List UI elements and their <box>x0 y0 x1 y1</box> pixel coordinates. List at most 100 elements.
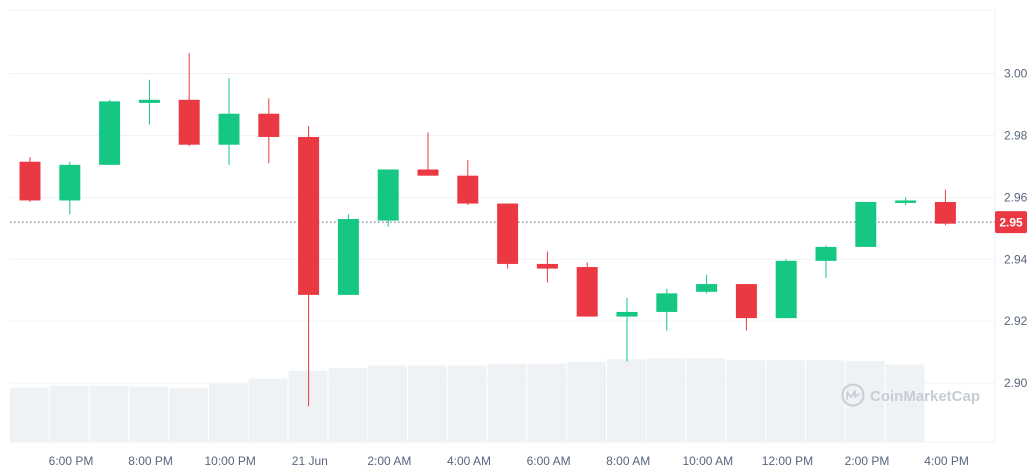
volume-bar <box>567 361 606 442</box>
candle <box>855 202 877 247</box>
current-price-badge-bg <box>995 211 1027 234</box>
volume-bar <box>10 387 49 442</box>
candle <box>735 284 757 331</box>
candle-body <box>895 200 917 203</box>
coinmarketcap-logo-mark <box>846 390 860 400</box>
volume-bar <box>49 385 89 442</box>
candle-body <box>696 284 718 292</box>
candle <box>497 203 519 269</box>
candle-body <box>775 260 797 319</box>
coinmarketcap-logo-icon <box>841 383 865 407</box>
candle-body <box>815 246 837 261</box>
candle-body <box>616 311 638 317</box>
candle <box>19 157 41 202</box>
candle <box>457 160 479 206</box>
x-tick-label: 6:00 PM <box>49 454 94 468</box>
candle <box>298 126 320 407</box>
candle-body <box>377 169 399 221</box>
candle-body <box>855 202 877 247</box>
x-tick-label: 6:00 AM <box>527 454 571 468</box>
candle <box>616 298 638 362</box>
candle <box>815 245 837 278</box>
volume-bar <box>726 360 766 442</box>
candle <box>895 197 917 206</box>
candle <box>576 262 598 317</box>
candle-body <box>497 203 519 264</box>
candle-layer <box>19 53 956 407</box>
volume-bar <box>288 370 328 442</box>
candle <box>775 259 797 319</box>
candle <box>258 98 280 164</box>
volume-bar <box>328 368 368 442</box>
candle-body <box>138 99 160 103</box>
candle-body <box>218 113 240 145</box>
candle <box>59 161 81 215</box>
candle <box>218 78 240 165</box>
watermark: CoinMarketCap <box>841 383 980 407</box>
volume-bar <box>209 383 248 442</box>
candle-body <box>457 175 479 204</box>
candle <box>536 251 558 283</box>
x-tick-label: 10:00 AM <box>682 454 733 468</box>
x-tick-label: 21 Jun <box>292 454 328 468</box>
volume-bar <box>686 358 726 442</box>
volume-layer <box>10 358 925 442</box>
volume-bar <box>408 365 447 442</box>
candle-body <box>934 202 956 224</box>
x-tick-label: 2:00 AM <box>367 454 411 468</box>
y-tick-label: 2.96 <box>1004 190 1028 204</box>
y-tick-label: 2.92 <box>1004 314 1028 328</box>
y-axis: 3.00 2.98 2.96 2.94 2.92 2.90 <box>1004 66 1028 390</box>
volume-bar <box>89 385 129 442</box>
candle-body <box>536 263 558 269</box>
candle-body <box>417 169 439 176</box>
volume-bar <box>607 359 646 442</box>
volume-bar <box>806 360 845 442</box>
x-tick-label: 2:00 PM <box>845 454 890 468</box>
volume-bar <box>248 378 288 442</box>
volume-bar <box>447 365 487 442</box>
candle-body <box>298 136 320 295</box>
candle <box>377 169 399 227</box>
x-tick-label: 10:00 PM <box>205 454 256 468</box>
x-axis: 6:00 PM 8:00 PM 10:00 PM 21 Jun 2:00 AM 4:00 … <box>49 454 969 468</box>
volume-bar <box>845 361 885 442</box>
x-tick-label: 8:00 PM <box>128 454 173 468</box>
volume-bar <box>646 358 686 442</box>
coinmarketcap-logo-ring <box>841 383 865 407</box>
volume-bar <box>169 388 208 442</box>
watermark-text: CoinMarketCap <box>870 388 980 405</box>
volume-bar <box>766 360 805 442</box>
candle-body <box>258 113 280 137</box>
volume-bar <box>368 365 407 442</box>
candle <box>934 189 956 226</box>
candle-body <box>19 161 41 201</box>
volume-bar <box>527 363 567 442</box>
candle-body <box>656 293 678 312</box>
x-tick-label: 4:00 PM <box>924 454 969 468</box>
candle <box>656 288 678 331</box>
x-tick-label: 8:00 AM <box>606 454 650 468</box>
candle-body <box>59 164 81 201</box>
candle <box>337 214 359 295</box>
x-tick-label: 4:00 AM <box>447 454 491 468</box>
candle <box>417 132 439 176</box>
y-tick-label: 2.94 <box>1004 252 1028 266</box>
volume-bar <box>885 364 925 442</box>
candle <box>178 53 200 147</box>
candle-body <box>735 284 757 319</box>
candle <box>696 274 718 294</box>
y-tick-label: 3.00 <box>1004 66 1028 80</box>
candle <box>99 99 121 165</box>
y-tick-label: 2.98 <box>1004 128 1028 142</box>
volume-bar <box>487 363 527 442</box>
candle-body <box>576 267 598 317</box>
y-tick-label: 2.90 <box>1004 376 1028 390</box>
candle-body <box>99 101 121 165</box>
volume-bar <box>129 386 169 442</box>
candle-body <box>178 99 200 145</box>
x-tick-label: 12:00 PM <box>762 454 813 468</box>
candle-body <box>337 219 359 295</box>
